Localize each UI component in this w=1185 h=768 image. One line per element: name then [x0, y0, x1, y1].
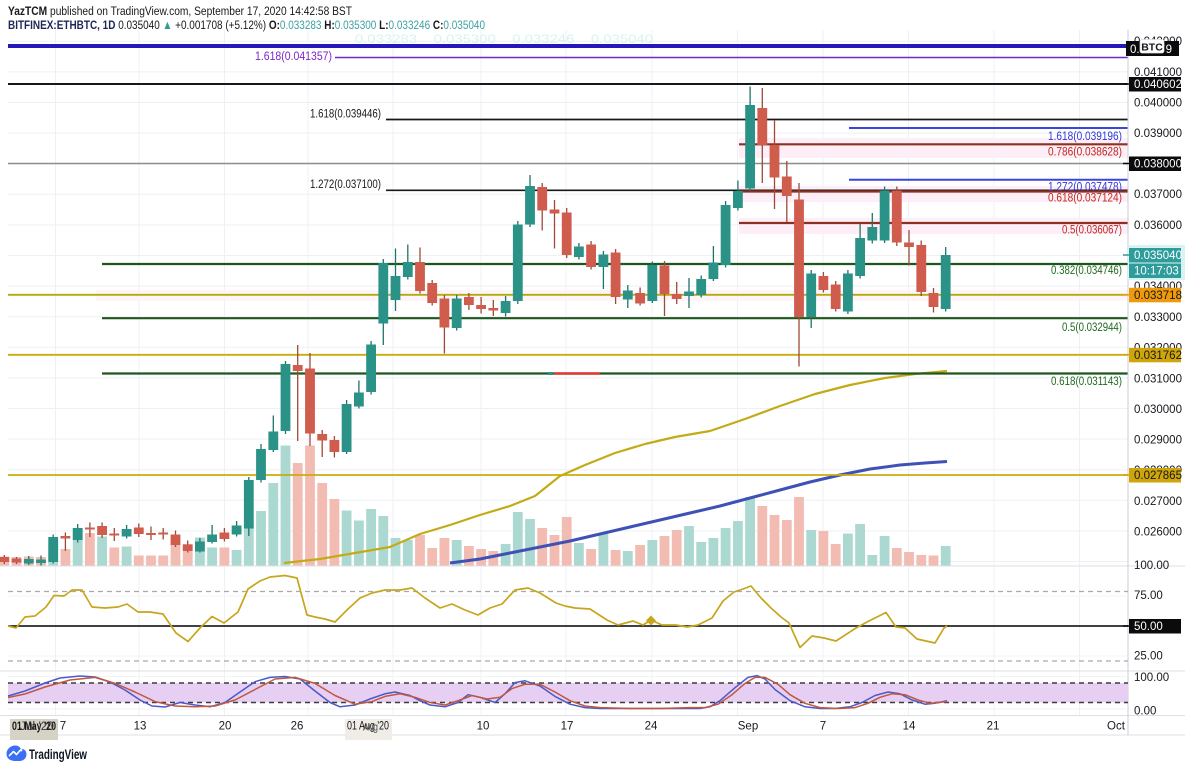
- svg-text:0.5(0.032944): 0.5(0.032944): [1062, 322, 1122, 334]
- svg-text:13: 13: [134, 721, 147, 733]
- svg-text:75.00: 75.00: [1134, 590, 1163, 602]
- svg-text:0.618(0.037124): 0.618(0.037124): [1048, 193, 1122, 205]
- svg-text:7: 7: [60, 721, 66, 733]
- svg-text:17: 17: [561, 721, 574, 733]
- svg-text:1.618(0.039196): 1.618(0.039196): [1048, 131, 1122, 143]
- svg-text:26: 26: [291, 721, 304, 733]
- svg-text:100.00: 100.00: [1134, 672, 1169, 684]
- svg-text:24: 24: [645, 721, 658, 733]
- svg-text:21: 21: [987, 721, 1000, 733]
- svg-text:9: 9: [1166, 44, 1172, 56]
- svg-text:0.618(0.031143): 0.618(0.031143): [1051, 376, 1122, 388]
- svg-text:14: 14: [903, 721, 916, 733]
- svg-text:0.033283 0.035300 0.0332: 0.033283 0.035300 0.033246 0.035040: [355, 32, 653, 46]
- svg-text:100.00: 100.00: [1134, 560, 1169, 572]
- svg-text:0.027865: 0.027865: [1134, 470, 1182, 482]
- svg-text:1.618(0.039446): 1.618(0.039446): [310, 109, 381, 121]
- svg-text:0.040602: 0.040602: [1134, 79, 1182, 91]
- svg-text:1.618(0.041357): 1.618(0.041357): [255, 51, 332, 63]
- svg-text:0.038000: 0.038000: [1134, 159, 1182, 171]
- svg-text:1.272(0.037478): 1.272(0.037478): [1048, 182, 1122, 194]
- svg-text:Oct: Oct: [1107, 721, 1126, 733]
- svg-text:0.033000: 0.033000: [1134, 312, 1182, 324]
- svg-text:0.035040: 0.035040: [1134, 250, 1182, 262]
- svg-text:10: 10: [477, 721, 490, 733]
- svg-text:10:17:03: 10:17:03: [1134, 266, 1179, 278]
- svg-text:0.026000: 0.026000: [1134, 527, 1182, 539]
- svg-text:TradingView: TradingView: [29, 747, 87, 762]
- svg-text:0.040000: 0.040000: [1134, 98, 1182, 110]
- svg-text:0.039000: 0.039000: [1134, 128, 1182, 140]
- svg-text:0.041000: 0.041000: [1134, 67, 1182, 79]
- svg-text:Sep: Sep: [738, 721, 758, 733]
- svg-text:0.033718: 0.033718: [1134, 290, 1182, 302]
- svg-text:0.382(0.034746): 0.382(0.034746): [1051, 265, 1122, 277]
- svg-text:Jul '20: Jul '20: [20, 721, 54, 733]
- svg-text:1.272(0.037100): 1.272(0.037100): [310, 179, 381, 191]
- svg-text:0.037000: 0.037000: [1134, 189, 1182, 201]
- svg-text:0.031000: 0.031000: [1134, 374, 1182, 386]
- svg-text:0.036000: 0.036000: [1134, 220, 1182, 232]
- svg-text:0.00: 0.00: [1134, 706, 1156, 718]
- svg-text:0.027000: 0.027000: [1134, 496, 1182, 508]
- svg-text:01 May '20: 01 May '20: [12, 719, 56, 733]
- svg-text:50.00: 50.00: [1134, 621, 1163, 633]
- svg-text:0.786(0.038628): 0.786(0.038628): [1048, 147, 1122, 159]
- svg-text:0.5(0.036067): 0.5(0.036067): [1062, 225, 1122, 237]
- svg-text:BTC: BTC: [1141, 42, 1163, 54]
- svg-text:25.00: 25.00: [1134, 651, 1163, 663]
- svg-text:YazTCM published on TradingVie: YazTCM published on TradingView.com, Sep…: [8, 4, 352, 18]
- svg-text:Aug: Aug: [363, 722, 378, 734]
- svg-text:BITFINEX:ETHBTC, 1D 0.035040 ▲: BITFINEX:ETHBTC, 1D 0.035040 ▲ +0.001708…: [8, 18, 485, 32]
- svg-text:0.030000: 0.030000: [1134, 404, 1182, 416]
- svg-text:0.031762: 0.031762: [1134, 350, 1182, 362]
- svg-text:7: 7: [820, 721, 826, 733]
- svg-text:0.029000: 0.029000: [1134, 435, 1182, 447]
- svg-text:20: 20: [219, 721, 232, 733]
- svg-text:01 Aug '20: 01 Aug '20: [347, 721, 389, 733]
